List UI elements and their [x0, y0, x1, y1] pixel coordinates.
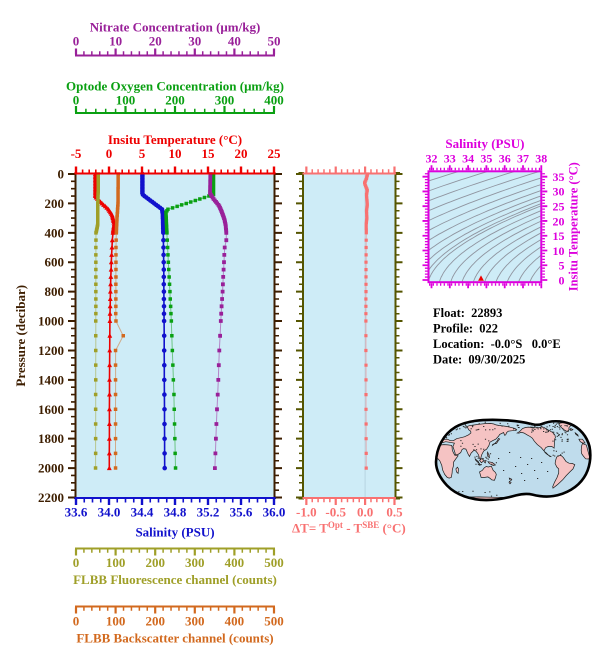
svg-text:10: 10 — [169, 146, 182, 161]
svg-text:33.6: 33.6 — [65, 504, 88, 519]
svg-text:Float: 22893: Float: 22893 — [433, 306, 502, 320]
svg-text:0.5: 0.5 — [386, 505, 403, 520]
svg-text:25: 25 — [268, 146, 282, 161]
svg-text:FLBB Fluorescence channel (cou: FLBB Fluorescence channel (counts) — [73, 572, 277, 587]
svg-text:37: 37 — [517, 152, 529, 166]
svg-text:34.0: 34.0 — [98, 504, 121, 519]
svg-text:400: 400 — [225, 555, 245, 570]
svg-text:38: 38 — [535, 152, 547, 166]
svg-text:40: 40 — [228, 34, 241, 49]
svg-text:2000: 2000 — [38, 461, 64, 476]
svg-text:Pressure (decibar): Pressure (decibar) — [13, 285, 28, 387]
svg-text:200: 200 — [165, 93, 185, 108]
svg-text:5: 5 — [559, 259, 565, 273]
svg-text:1200: 1200 — [38, 343, 64, 358]
svg-text:35.6: 35.6 — [230, 504, 253, 519]
svg-text:50: 50 — [268, 34, 281, 49]
svg-text:30: 30 — [188, 34, 201, 49]
svg-text:Location: -0.0°S 0.0°E: Location: -0.0°S 0.0°E — [433, 337, 561, 351]
svg-text:100: 100 — [116, 93, 136, 108]
svg-text:10: 10 — [553, 244, 565, 258]
svg-text:-5: -5 — [71, 146, 82, 161]
svg-text:0: 0 — [106, 146, 113, 161]
svg-text:800: 800 — [45, 284, 65, 299]
svg-text:1800: 1800 — [38, 431, 64, 446]
svg-text:1600: 1600 — [38, 402, 64, 417]
svg-text:35: 35 — [480, 152, 492, 166]
svg-text:Salinity (PSU): Salinity (PSU) — [445, 136, 524, 151]
svg-text:36.0: 36.0 — [263, 504, 286, 519]
svg-text:-0.5: -0.5 — [325, 505, 346, 520]
svg-text:0: 0 — [73, 34, 80, 49]
svg-text:100: 100 — [106, 614, 126, 629]
svg-text:33: 33 — [444, 152, 456, 166]
svg-text:200: 200 — [145, 614, 165, 629]
svg-text:Insitu Temperature (°C): Insitu Temperature (°C) — [108, 132, 242, 147]
svg-text:200: 200 — [45, 196, 65, 211]
svg-text:32: 32 — [426, 152, 438, 166]
svg-text:35: 35 — [553, 170, 565, 184]
svg-text:300: 300 — [185, 555, 205, 570]
svg-text:34.4: 34.4 — [131, 504, 154, 519]
svg-text:30: 30 — [553, 185, 565, 199]
svg-text:36: 36 — [499, 152, 511, 166]
svg-text:Nitrate Concentration (μm/kg): Nitrate Concentration (μm/kg) — [90, 20, 261, 35]
svg-text:0: 0 — [58, 167, 65, 182]
svg-text:20: 20 — [235, 146, 248, 161]
svg-text:Salinity (PSU): Salinity (PSU) — [135, 524, 214, 539]
svg-text:35.2: 35.2 — [197, 504, 220, 519]
svg-text:0: 0 — [73, 614, 80, 629]
svg-text:500: 500 — [264, 614, 284, 629]
svg-text:1400: 1400 — [38, 372, 64, 387]
svg-text:FLBB Backscatter channel (coun: FLBB Backscatter channel (counts) — [76, 631, 273, 646]
svg-text:Insitu Temperature (°C): Insitu Temperature (°C) — [567, 162, 581, 291]
svg-text:15: 15 — [202, 146, 216, 161]
svg-text:15: 15 — [553, 229, 565, 243]
svg-text:25: 25 — [553, 200, 565, 214]
svg-text:2200: 2200 — [38, 490, 64, 505]
svg-text:300: 300 — [185, 614, 205, 629]
svg-text:0.0: 0.0 — [357, 505, 373, 520]
svg-text:Profile: 022: Profile: 022 — [433, 322, 498, 336]
svg-text:5: 5 — [139, 146, 146, 161]
svg-text:400: 400 — [45, 225, 65, 240]
svg-text:0: 0 — [559, 273, 565, 287]
svg-text:Optode Oxygen Concentration (μ: Optode Oxygen Concentration (μm/kg) — [66, 79, 284, 94]
svg-text:400: 400 — [264, 93, 284, 108]
svg-text:Date: 09/30/2025: Date: 09/30/2025 — [433, 353, 525, 367]
svg-text:34.8: 34.8 — [164, 504, 187, 519]
svg-text:200: 200 — [145, 555, 165, 570]
svg-text:0: 0 — [73, 93, 80, 108]
svg-text:300: 300 — [215, 93, 235, 108]
svg-text:400: 400 — [225, 614, 245, 629]
svg-text:-1.0: -1.0 — [296, 505, 317, 520]
svg-text:1000: 1000 — [38, 314, 64, 329]
svg-text:34: 34 — [462, 152, 474, 166]
svg-text:ΔT= TOpt - TSBE (°C): ΔT= TOpt - TSBE (°C) — [292, 520, 406, 536]
svg-text:0: 0 — [73, 555, 80, 570]
svg-text:20: 20 — [149, 34, 162, 49]
svg-text:10: 10 — [109, 34, 122, 49]
svg-text:20: 20 — [553, 214, 565, 228]
svg-text:600: 600 — [45, 255, 65, 270]
svg-text:500: 500 — [264, 555, 284, 570]
svg-text:100: 100 — [106, 555, 126, 570]
